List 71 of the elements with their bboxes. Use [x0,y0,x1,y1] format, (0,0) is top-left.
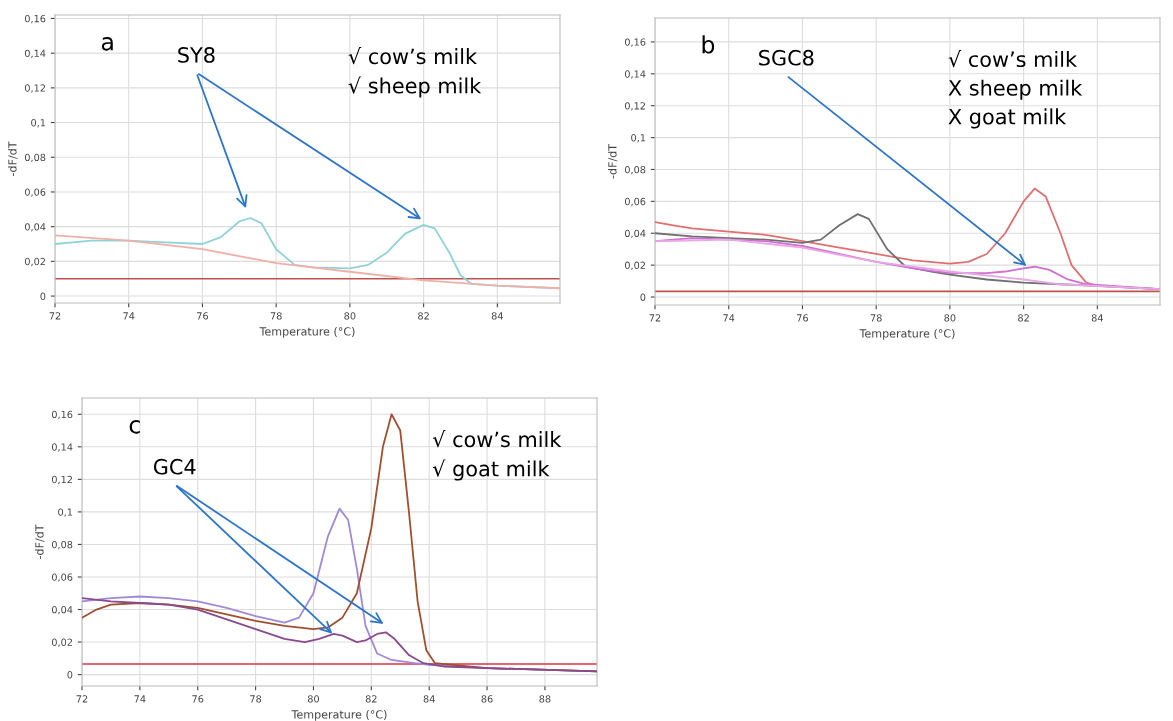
x-tick-label: 86 [481,695,493,703]
x-tick-label: 78 [250,695,262,703]
y-tick-label: 0,02 [624,261,645,270]
y-tick-label: 0,1 [58,508,73,517]
annotation: a [101,37,113,51]
y-tick-label: 0,1 [31,119,46,128]
x-tick-label: 74 [134,695,146,703]
x-tick-label: 80 [944,314,956,322]
x-tick-label: 88 [539,695,551,703]
annotation: c [129,420,140,434]
y-tick-label: 0,1 [631,134,646,143]
x-tick-label: 72 [76,695,88,703]
y-tick-label: 0,08 [624,165,646,175]
y-tick-label: 0,14 [24,49,46,58]
y-tick-label: 0,08 [51,540,73,550]
x-tick-label: 82 [418,312,429,320]
y-tick-label: 0 [640,293,646,301]
y-tick-label: 0,12 [624,102,645,111]
x-tick-label: 76 [197,312,209,320]
annotation: √ cow’s milk [432,430,562,448]
x-tick-label: 74 [723,314,735,322]
x-tick-label: 80 [344,312,356,320]
y-axis-title: -dF/dT [608,143,618,179]
y-tick-label: 0,06 [51,573,73,582]
y-tick-label: 0 [40,292,46,300]
x-tick-label: 72 [49,312,61,320]
x-axis-title: Temperature (°C) [259,327,355,338]
x-tick-label: 78 [270,312,282,320]
y-tick-label: 0,14 [624,70,646,79]
y-tick-label: 0,12 [24,84,45,93]
x-tick-label: 76 [797,314,809,322]
annotation: √ cow’s milk [948,49,1078,68]
x-tick-label: 78 [870,314,882,322]
y-tick-label: 0,04 [24,223,46,232]
annotation: SGC8 [759,49,814,66]
line-series [55,234,560,290]
x-tick-label: 82 [1018,314,1029,322]
y-tick-label: 0,14 [51,443,73,452]
x-axis-title: Temperature (°C) [859,329,955,340]
x-tick-label: 74 [123,312,135,320]
y-tick-label: 0,16 [24,14,46,24]
x-tick-label: 80 [307,695,319,703]
x-tick-label: 84 [491,312,503,320]
x-tick-label: 72 [649,314,661,322]
y-tick-label: 0,02 [24,257,45,267]
x-tick-label: 84 [1091,314,1103,322]
annotation: √ cow’s milk [348,47,478,65]
y-tick-label: 0 [67,671,73,679]
annotation: GC4 [153,458,196,475]
annotation: √ sheep milk [348,76,482,98]
y-tick-label: 0,06 [24,188,46,197]
y-tick-label: 0,04 [624,229,646,239]
x-tick-label: 84 [423,695,435,703]
y-tick-label: 0,08 [24,153,46,163]
y-tick-label: 0,16 [624,38,646,47]
y-axis-title: -dF/dT [8,141,18,176]
x-tick-label: 82 [365,695,377,703]
line-series [82,597,597,673]
annotation: X sheep milk [948,79,1083,100]
x-axis-title: Temperature (°C) [291,710,387,721]
annotation: SY8 [178,47,215,63]
annotation: √ goat milk [432,459,550,481]
annotation: b [702,35,715,54]
y-tick-label: 0,02 [51,638,72,647]
y-tick-label: 0,06 [624,197,646,207]
y-axis-title: -dF/dT [35,524,45,559]
y-tick-label: 0,04 [51,606,73,615]
x-tick-label: 76 [192,695,204,703]
y-tick-label: 0,16 [51,410,73,420]
y-tick-label: 0,12 [51,475,72,485]
annotation: X goat milk [948,108,1067,129]
